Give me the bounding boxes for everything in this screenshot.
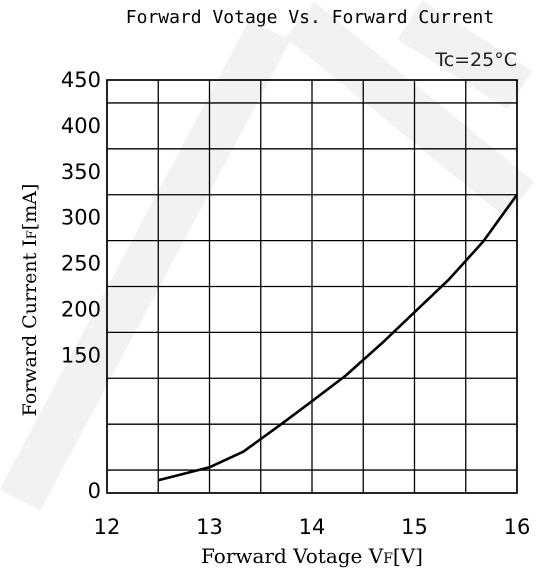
y-tick-label: 400 [61, 114, 101, 138]
x-tick-labels: 12 13 14 15 16 [94, 515, 531, 539]
y-tick-label: 450 [61, 68, 101, 92]
y-tick-label: 200 [61, 297, 101, 321]
watermark-stroke [0, 19, 291, 511]
watermark-stroke [285, 2, 535, 218]
y-axis-label-main: Forward Current I [19, 239, 41, 416]
x-axis-label-unit: [V] [393, 544, 423, 568]
x-tick-label: 14 [299, 515, 326, 539]
data-points [158, 195, 517, 481]
y-tick-label: 350 [61, 160, 101, 184]
y-tick-label: 0 [88, 479, 101, 503]
x-axis-label-subscript: F [383, 551, 393, 567]
temperature-annotation: Tc=25°C [434, 49, 517, 71]
watermark-stroke [397, 0, 533, 110]
x-tick-label: 16 [504, 515, 531, 539]
x-tick-label: 12 [94, 515, 121, 539]
x-tick-label: 13 [196, 515, 223, 539]
y-axis-label: Forward Current IF[mA] [19, 184, 41, 417]
y-tick-label: 150 [61, 343, 101, 367]
chart-title: Forward Votage Vs. Forward Current [126, 7, 494, 28]
plot-frame [106, 79, 518, 494]
y-tick-labels: 0 150 200 250 300 350 400 450 [61, 68, 101, 503]
y-tick-label: 300 [61, 206, 101, 230]
series-line [157, 193, 519, 482]
x-axis-label: Forward Votage VF[V] [201, 544, 423, 568]
y-axis-label-unit: [mA] [19, 184, 41, 231]
y-axis-label-subscript: F [25, 230, 40, 239]
y-tick-label: 250 [61, 252, 101, 276]
x-axis-label-main: Forward Votage V [201, 544, 384, 568]
x-tick-label: 15 [401, 515, 428, 539]
watermark [0, 0, 535, 511]
